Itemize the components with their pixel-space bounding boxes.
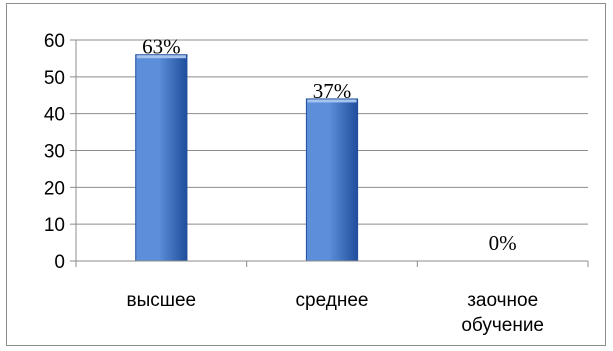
y-tick-label: 40 xyxy=(44,105,65,126)
bar xyxy=(135,54,188,262)
x-tick-label: среднее xyxy=(296,290,369,311)
y-tick-label: 0 xyxy=(54,252,65,273)
y-tick-label: 60 xyxy=(44,31,65,52)
axes: 0 10 20 30 40 50 60 xyxy=(44,31,589,273)
bars xyxy=(135,54,359,262)
data-label: 37% xyxy=(313,79,352,103)
x-tick-label: высшее xyxy=(127,290,197,311)
bar xyxy=(305,98,359,262)
x-tick-label: заочное обучение xyxy=(461,290,544,336)
y-tick-label: 30 xyxy=(44,142,65,163)
y-tick-label: 50 xyxy=(44,68,65,89)
bar-highlight xyxy=(136,55,186,59)
data-label: 0% xyxy=(489,231,517,255)
labels: 63% высшее 37% среднее 0% заочное обучение xyxy=(127,35,544,336)
y-tick-label: 20 xyxy=(44,178,65,199)
bar-highlight xyxy=(307,99,357,103)
data-label: 63% xyxy=(142,35,181,59)
y-tick-label: 10 xyxy=(44,215,65,236)
